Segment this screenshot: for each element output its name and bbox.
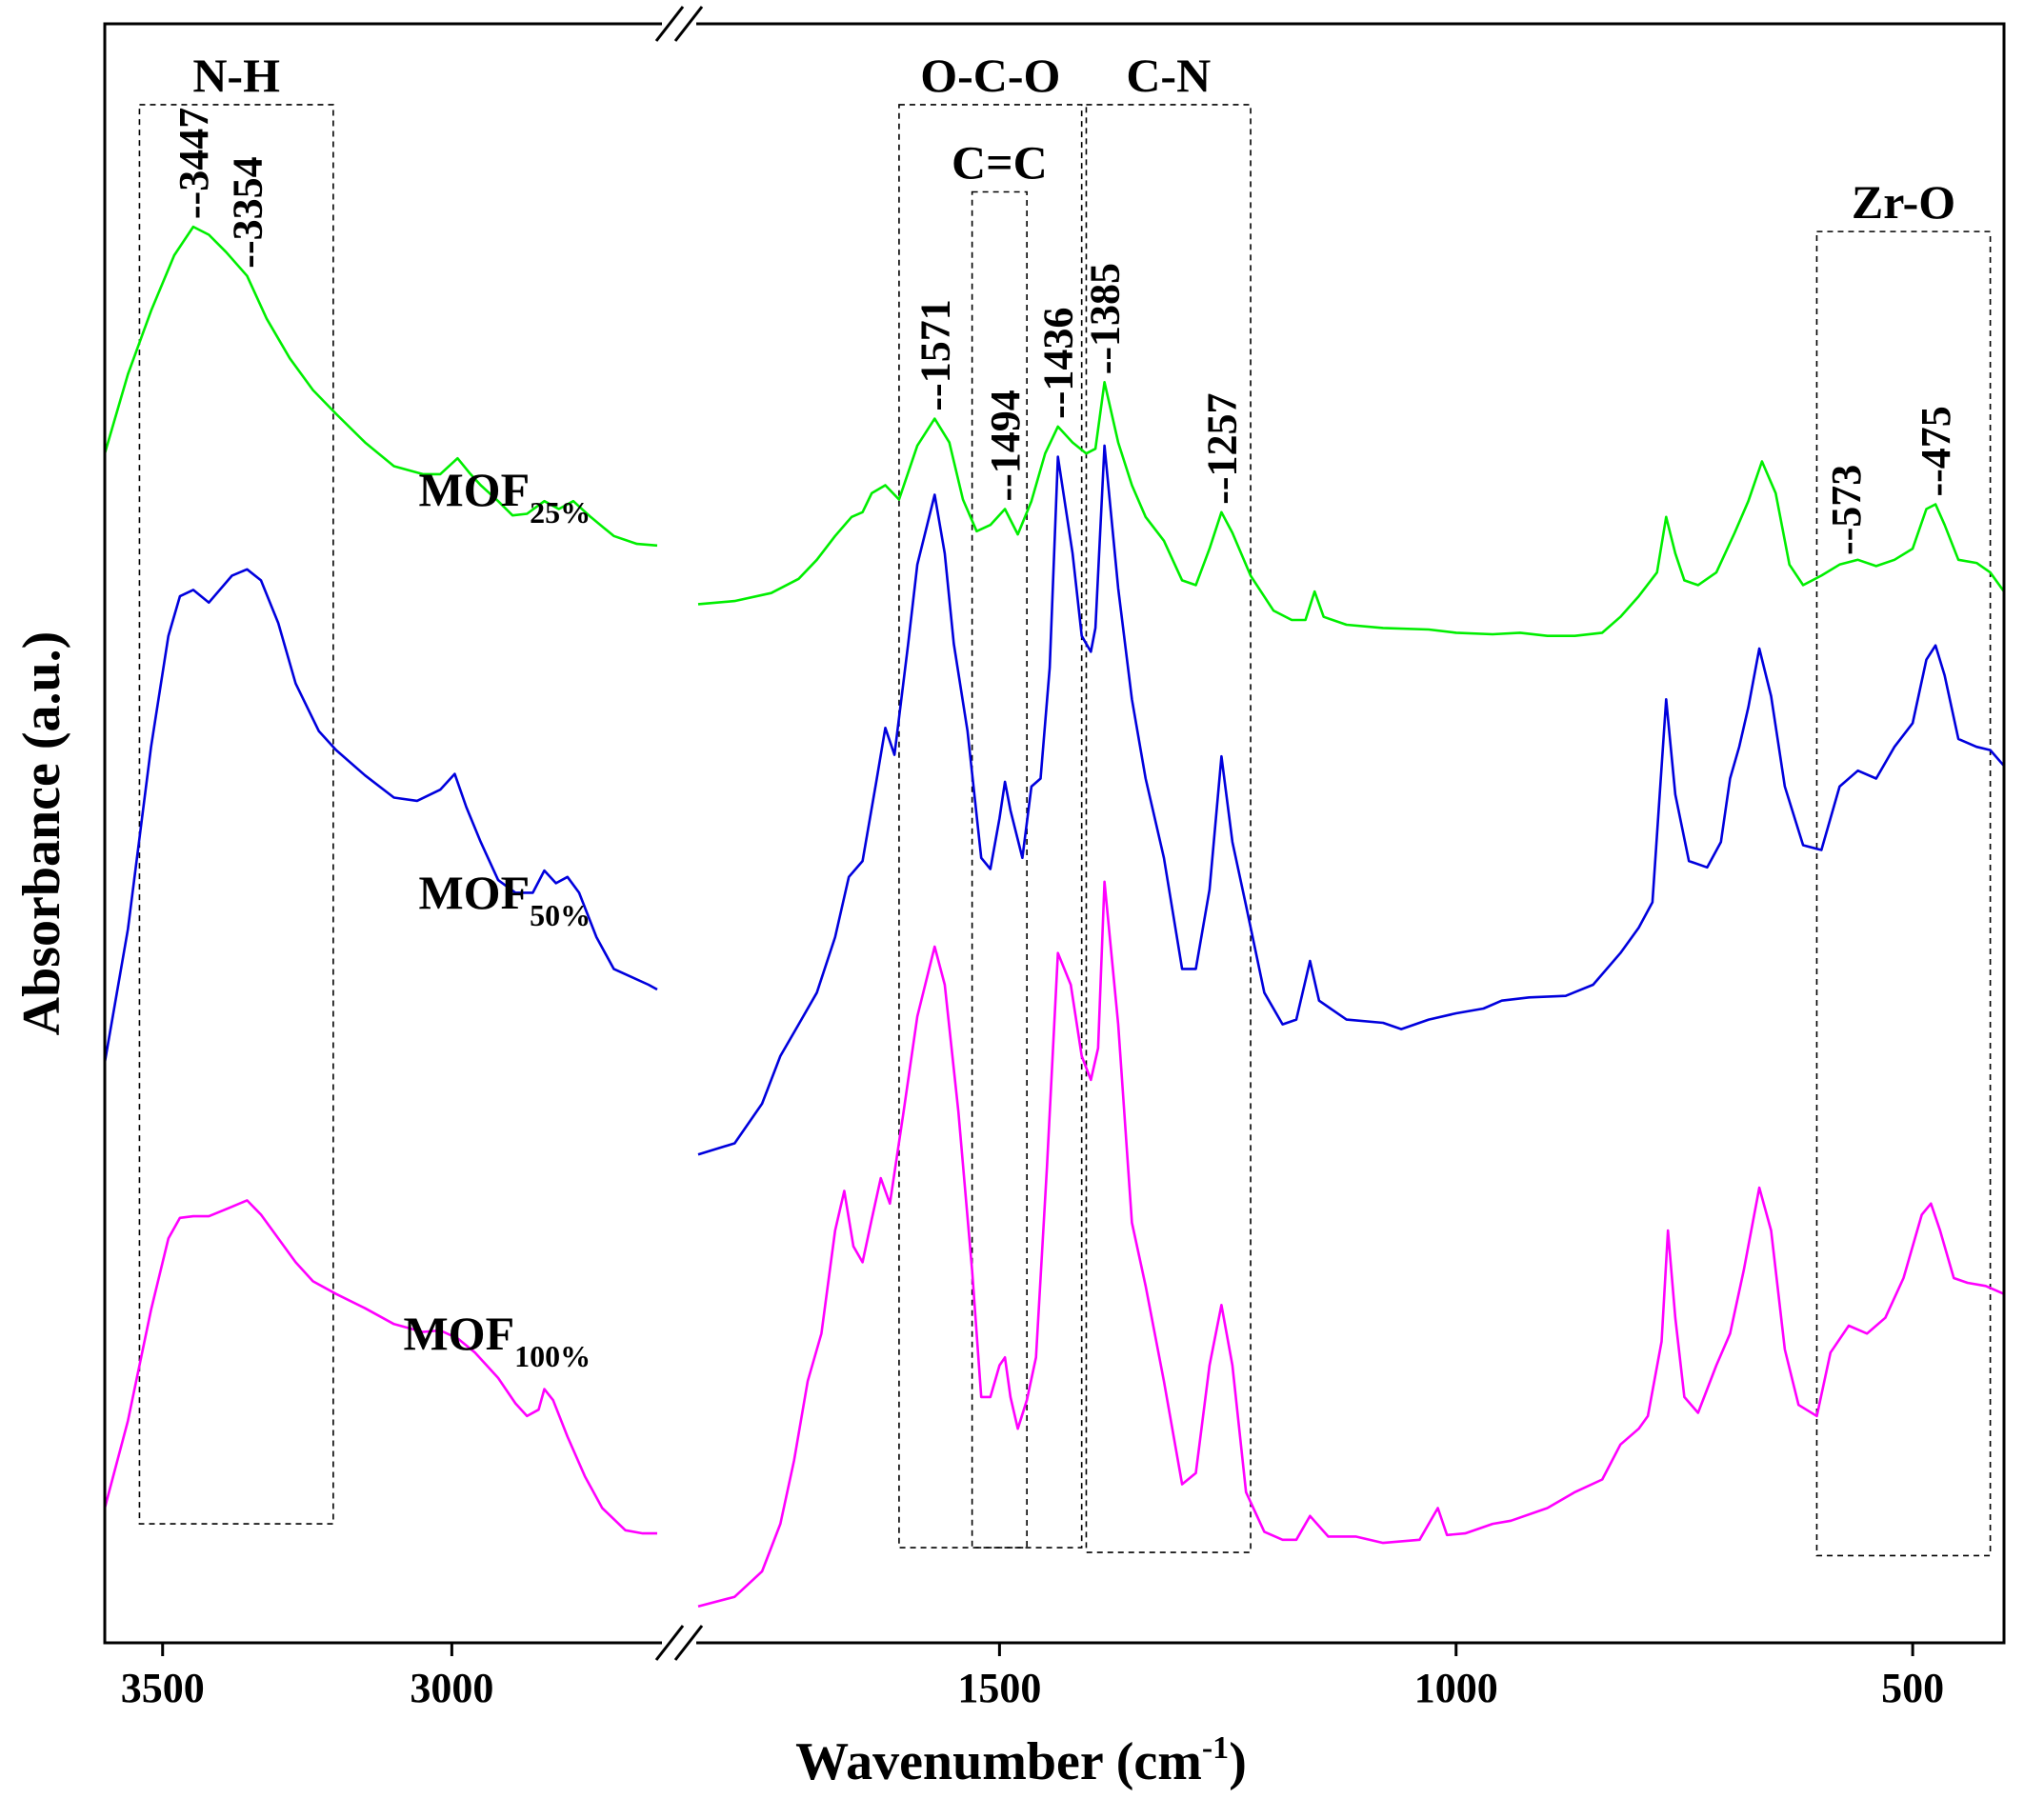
series-label-main-1: MOF (418, 866, 530, 919)
x-tick-label-3: 1000 (1414, 1665, 1498, 1711)
peak-label-7: --573 (1823, 465, 1870, 555)
axis-break-slash-0-1 (673, 6, 704, 42)
x-axis-title-sup: -1 (1202, 1730, 1229, 1766)
peak-labels: --3447 --3354 --1571 --1494--1436 --1385 --12… (170, 108, 1959, 555)
series-label-sub-2: 100% (514, 1339, 591, 1373)
peak-label-1: --3354 (224, 156, 271, 268)
series-line-2-left (103, 1199, 657, 1535)
series-line-1-left (103, 568, 658, 1063)
series-label-0: MOF25% (418, 463, 591, 530)
x-tick-label-0: 3500 (121, 1665, 205, 1711)
x-tick-label-1: 3000 (410, 1665, 493, 1711)
band-regions: N-H O-C-O C=C C-N Zr-O (138, 49, 1992, 1557)
series-label-1: MOF50% (418, 866, 591, 932)
axis-break-slash-1-1 (673, 1625, 704, 1661)
series-line-2-right (697, 880, 2005, 1608)
peak-label-5: --1385 (1082, 263, 1129, 374)
band-box-2 (971, 190, 1028, 1549)
band-label-0: N-H (192, 49, 280, 102)
series-line-0-left (103, 225, 658, 548)
band-box-1 (898, 104, 1083, 1549)
axis-break-gap-0 (662, 20, 696, 28)
x-tick-label-4: 500 (1881, 1665, 1944, 1711)
plot-frame (103, 22, 2006, 1645)
series-line-1-right (697, 444, 2005, 1156)
peak-label-4: --1436 (1035, 308, 1082, 419)
series-label-sub-0: 25% (530, 495, 591, 530)
x-axis-title-main: Wavenumber (cm (795, 1732, 1202, 1791)
band-label-2: C=C (952, 136, 1048, 190)
series-label-sub-1: 50% (530, 898, 591, 932)
band-label-4: Zr-O (1852, 175, 1955, 229)
axis-break-marks (654, 6, 704, 1661)
band-label-1: O-C-O (920, 49, 1060, 102)
x-axis-title: Wavenumber (cm-1) (795, 1730, 1247, 1791)
x-axis-title-end: ) (1229, 1732, 1247, 1791)
x-tick-label-2: 1500 (957, 1665, 1041, 1711)
peak-label-0: --3447 (170, 108, 217, 219)
spectra-series (103, 225, 2006, 1608)
peak-label-6: --1257 (1198, 392, 1245, 504)
y-axis-title: Absorbance (a.u.) (12, 631, 71, 1036)
series-label-main-0: MOF (418, 463, 530, 516)
axis-break-slash-0-0 (654, 6, 685, 42)
peak-label-2: --1571 (912, 299, 958, 410)
axis-break-gap-1 (662, 1639, 696, 1647)
peak-label-3: --1494 (982, 390, 1029, 501)
series-line-0-right (697, 381, 2006, 637)
peak-label-8: --475 (1913, 406, 1959, 496)
series-label-2: MOF100% (403, 1307, 591, 1373)
series-label-main-2: MOF (403, 1307, 514, 1360)
band-label-3: C-N (1126, 49, 1211, 102)
series-labels: MOF25%MOF50%MOF100% (403, 463, 591, 1373)
band-box-4 (1815, 230, 1992, 1557)
x-axis-ticks: 3500 3000 1500 1000 500 (121, 1643, 1944, 1711)
band-box-0 (138, 104, 334, 1525)
axis-break-slash-1-0 (654, 1625, 685, 1661)
